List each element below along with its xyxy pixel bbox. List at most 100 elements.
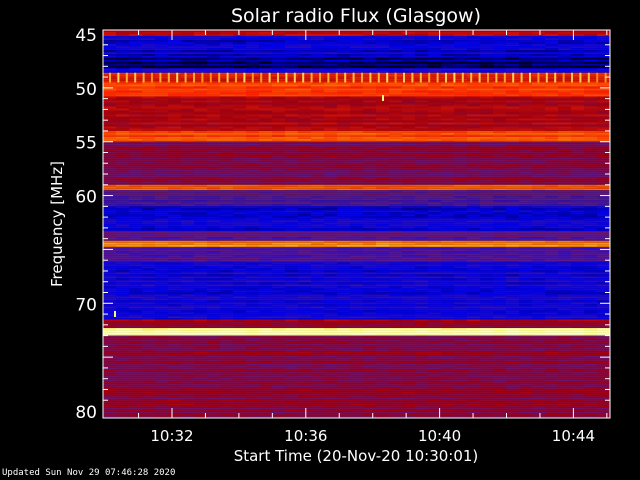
- heatmap-cell: [545, 112, 558, 115]
- heatmap-cell: [116, 181, 129, 184]
- heatmap-cell: [454, 190, 467, 193]
- heatmap-cell: [155, 239, 168, 241]
- heatmap-cell: [259, 157, 272, 160]
- heatmap-cell: [519, 167, 532, 170]
- heatmap-cell: [376, 56, 389, 58]
- heatmap-cell: [168, 169, 181, 172]
- heatmap-cell: [246, 242, 259, 245]
- heatmap-cell: [376, 84, 389, 87]
- heatmap-cell: [376, 140, 389, 142]
- heatmap-cell: [376, 38, 389, 41]
- heatmap-cell: [363, 159, 376, 162]
- heatmap-cell: [467, 237, 480, 240]
- heatmap-cell: [259, 90, 272, 93]
- heatmap-cell: [350, 251, 363, 254]
- heatmap-cell: [129, 106, 142, 109]
- heatmap-cell: [116, 61, 129, 64]
- heatmap-cell: [480, 220, 493, 223]
- heatmap-cell: [324, 82, 337, 85]
- heatmap-cell: [441, 161, 454, 164]
- heatmap-cell: [246, 228, 259, 231]
- heatmap-cell: [129, 190, 142, 193]
- heatmap-cell: [103, 134, 116, 137]
- heatmap-cell: [597, 206, 610, 209]
- heatmap-cell: [584, 179, 597, 182]
- heatmap-cell: [155, 61, 168, 64]
- heatmap-cell: [454, 116, 467, 119]
- heatmap-cell: [207, 57, 220, 60]
- heatmap-cell: [246, 224, 259, 227]
- heatmap-cell: [584, 30, 597, 32]
- heatmap-cell: [194, 235, 207, 238]
- heatmap-cell: [116, 206, 129, 209]
- heatmap-cell: [389, 242, 402, 245]
- heatmap-cell: [103, 98, 116, 101]
- heatmap-cell: [285, 88, 298, 91]
- heatmap-cell: [415, 100, 428, 103]
- heatmap-cell: [519, 190, 532, 193]
- heatmap-cell: [376, 161, 389, 164]
- heatmap-cell: [103, 202, 116, 205]
- heatmap-cell: [402, 242, 415, 245]
- heatmap-cell: [207, 264, 220, 267]
- heatmap-cell: [246, 262, 259, 265]
- heatmap-cell: [389, 112, 402, 115]
- heatmap-cell: [207, 192, 220, 195]
- heatmap-cell: [389, 204, 402, 207]
- heatmap-cell: [493, 34, 506, 36]
- heatmap-cell: [389, 208, 402, 211]
- heatmap-cell: [311, 151, 324, 154]
- heatmap-cell: [467, 186, 480, 189]
- heatmap-cell: [103, 242, 116, 245]
- heatmap-cell: [233, 78, 246, 81]
- heatmap-cell: [467, 65, 480, 68]
- heatmap-cell: [298, 198, 311, 201]
- heatmap-cell: [350, 134, 363, 137]
- heatmap-cell: [584, 251, 597, 254]
- heatmap-cell: [246, 136, 259, 139]
- heatmap-cell: [428, 147, 441, 150]
- heatmap-cell: [272, 259, 285, 262]
- heatmap-cell: [233, 159, 246, 162]
- heatmap-cell: [441, 184, 454, 187]
- heatmap-cell: [558, 224, 571, 227]
- heatmap-cell: [389, 54, 402, 57]
- heatmap-cell: [389, 253, 402, 256]
- heatmap-cell: [532, 67, 545, 69]
- heatmap-cell: [350, 138, 363, 141]
- heatmap-cell: [337, 36, 350, 39]
- heatmap-cell: [142, 141, 155, 144]
- heatmap-cell: [246, 240, 259, 243]
- heatmap-cell: [142, 159, 155, 162]
- heatmap-cell: [389, 259, 402, 262]
- heatmap-cell: [415, 57, 428, 60]
- heatmap-cell: [298, 183, 311, 185]
- interference-spike: [419, 72, 422, 83]
- heatmap-cell: [415, 114, 428, 117]
- heatmap-cell: [272, 102, 285, 105]
- heatmap-cell: [428, 86, 441, 89]
- heatmap-cell: [350, 130, 363, 133]
- heatmap-cell: [376, 259, 389, 262]
- heatmap-cell: [467, 218, 480, 221]
- heatmap-cell: [584, 167, 597, 170]
- heatmap-cell: [363, 161, 376, 164]
- heatmap-cell: [545, 116, 558, 119]
- heatmap-cell: [493, 184, 506, 187]
- heatmap-cell: [220, 251, 233, 254]
- heatmap-cell: [311, 65, 324, 68]
- heatmap-cell: [558, 120, 571, 123]
- heatmap-cell: [480, 196, 493, 199]
- heatmap-cell: [233, 124, 246, 127]
- heatmap-cell: [220, 253, 233, 256]
- heatmap-cell: [259, 106, 272, 109]
- heatmap-cell: [415, 134, 428, 137]
- heatmap-cell: [142, 251, 155, 254]
- heatmap-cell: [441, 34, 454, 36]
- heatmap-cell: [181, 188, 194, 191]
- heatmap-cell: [311, 192, 324, 195]
- heatmap-cell: [168, 132, 181, 135]
- heatmap-cell: [298, 210, 311, 213]
- heatmap-cell: [142, 36, 155, 39]
- heatmap-cell: [506, 190, 519, 193]
